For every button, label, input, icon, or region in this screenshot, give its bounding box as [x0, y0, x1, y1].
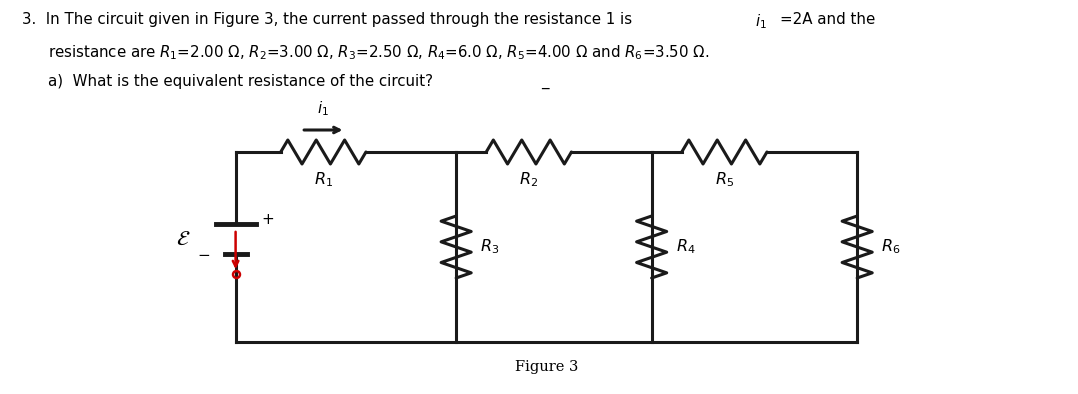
Text: =2A and the: =2A and the: [780, 12, 875, 27]
Text: 3.  In The circuit given in Figure 3, the current passed through the resistance : 3. In The circuit given in Figure 3, the…: [22, 12, 637, 27]
Text: −: −: [197, 249, 210, 264]
Text: $R_2$: $R_2$: [520, 170, 538, 189]
Text: $\mathcal{E}$: $\mathcal{E}$: [176, 229, 191, 249]
Text: a)  What is the equivalent resistance of the circuit?: a) What is the equivalent resistance of …: [49, 74, 433, 89]
Text: _: _: [541, 74, 549, 89]
Text: $i_1$: $i_1$: [317, 99, 329, 118]
Text: Figure 3: Figure 3: [514, 360, 578, 374]
Text: $R_6$: $R_6$: [881, 238, 900, 256]
Text: resistance are $R_1$=2.00 Ω, $R_2$=3.00 Ω, $R_3$=2.50 Ω, $R_4$=6.0 Ω, $R_5$=4.00: resistance are $R_1$=2.00 Ω, $R_2$=3.00 …: [49, 43, 709, 62]
Text: $i_1$: $i_1$: [755, 12, 766, 31]
Text: $R_4$: $R_4$: [676, 238, 695, 256]
Text: $R_3$: $R_3$: [480, 238, 499, 256]
Text: +: +: [262, 212, 275, 227]
Text: $R_5$: $R_5$: [715, 170, 734, 189]
Text: $R_1$: $R_1$: [314, 170, 333, 189]
